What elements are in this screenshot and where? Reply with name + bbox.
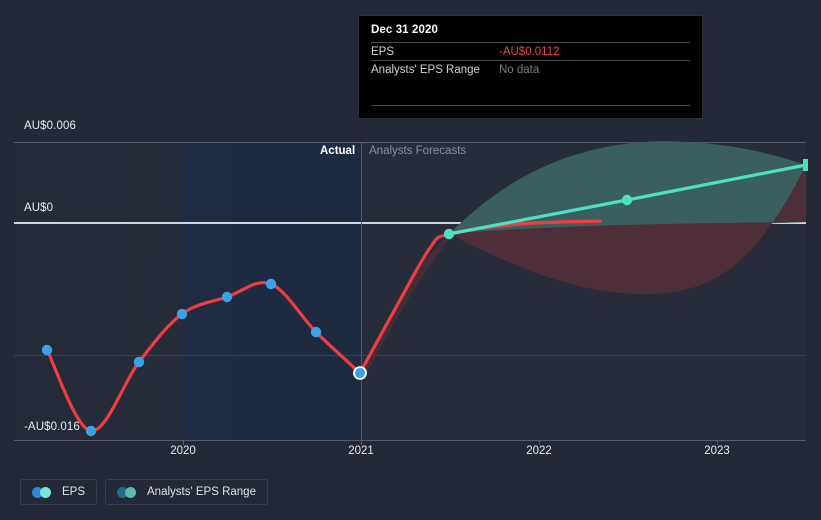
x-axis-label-2020: 2020 [170,445,196,457]
legend-chip-eps[interactable]: EPS [20,479,98,505]
y-axis-label-zero: AU$0 [24,202,54,214]
x-tick-2023 [717,440,718,445]
actual-forecast-divider [361,142,362,440]
forecast-range-band [360,141,806,377]
region-caption-actual: Actual [320,145,356,157]
gridline-bottom [14,440,806,441]
tooltip-row-eps: EPS -AU$0.0112 [371,42,690,60]
tooltip-value-range: No data [499,63,540,76]
chart-legend: EPS Analysts' EPS Range [20,479,268,505]
tooltip-key-range: Analysts' EPS Range [371,63,480,76]
x-tick-2020 [183,440,184,445]
legend-dot-b [40,486,51,498]
plot-panel-actual-highlight [183,142,361,440]
legend-chip-analysts-eps-range[interactable]: Analysts' EPS Range [105,479,268,505]
tooltip-key-eps: EPS [371,45,395,58]
tooltip-row-range: Analysts' EPS Range No data [371,60,690,78]
gridline-top [14,142,806,143]
chart-tooltip: Dec 31 2020 EPS -AU$0.0112 Analysts' EPS… [358,15,703,119]
tooltip-value-eps: -AU$0.0112 [499,45,560,58]
legend-swatch-eps-icon [32,486,54,498]
x-tick-2021 [361,440,362,445]
legend-label-analysts-eps-range: Analysts' EPS Range [147,486,256,498]
tooltip-title: Dec 31 2020 [371,24,438,36]
series-points [41,159,808,437]
legend-swatch-range-icon [117,486,139,498]
x-axis-label-2021: 2021 [348,445,374,457]
legend-dot-a [32,486,43,498]
x-tick-2022 [539,440,540,445]
x-axis-label-2022: 2022 [526,445,552,457]
legend-dot-a [117,486,129,498]
tooltip-bottom-rule [371,105,690,106]
legend-label-eps: EPS [62,486,86,498]
region-caption-forecast: Analysts Forecasts [369,145,467,157]
y-axis-label-top: AU$0.006 [24,120,76,132]
gridline-mid [14,355,806,356]
x-axis-label-2023: 2023 [704,445,730,457]
y-axis-label-bottom: -AU$0.016 [24,421,80,433]
legend-dot-b [125,486,137,498]
zero-line [14,222,806,224]
plot-panel-early [14,142,183,440]
